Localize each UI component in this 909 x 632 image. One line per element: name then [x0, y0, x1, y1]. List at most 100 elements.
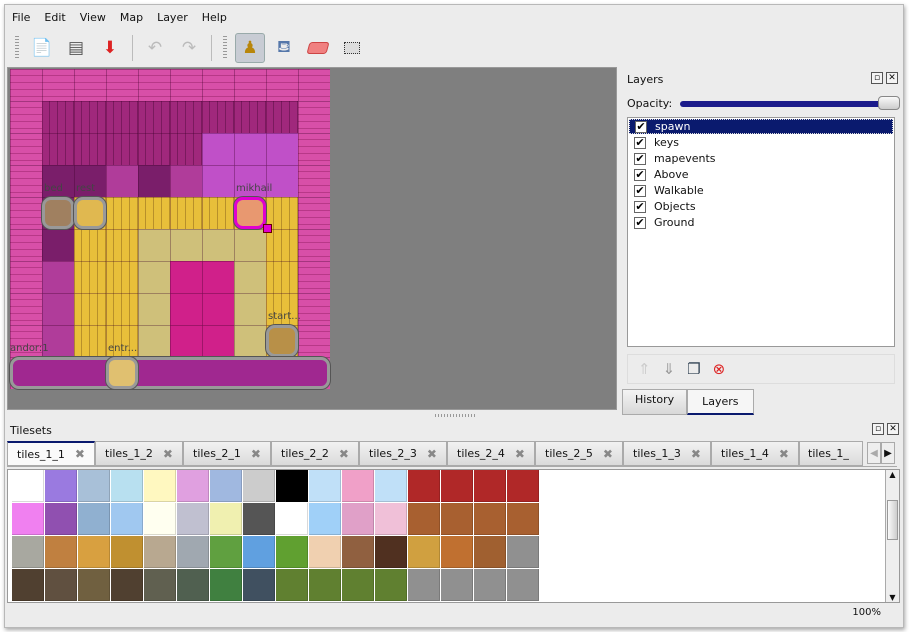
tileset-tile[interactable]: [144, 503, 176, 535]
tileset-tile[interactable]: [276, 569, 308, 601]
undo-icon[interactable]: ↶: [147, 38, 163, 58]
visibility-checkbox[interactable]: ✔: [634, 183, 646, 197]
tileset-tab[interactable]: tiles_2_1 ✖: [183, 441, 271, 466]
tileset-tile[interactable]: [78, 569, 110, 601]
tileset-tile[interactable]: [441, 470, 473, 502]
tileset-tile[interactable]: [111, 470, 143, 502]
tileset-tile[interactable]: [12, 536, 44, 568]
tileset-tile[interactable]: [144, 470, 176, 502]
tileset-tile[interactable]: [375, 503, 407, 535]
bucket-fill-icon[interactable]: ⛾: [277, 37, 291, 57]
stamp-brush-icon[interactable]: ♟: [235, 33, 265, 63]
tileset-tile[interactable]: [309, 569, 341, 601]
tileset-tile[interactable]: [243, 470, 275, 502]
tileset-tile[interactable]: [507, 536, 539, 568]
layer-row[interactable]: ✔ Ground: [629, 215, 893, 230]
tileset-view[interactable]: ▲ ▼: [7, 469, 900, 603]
tileset-scrollbar[interactable]: ▲ ▼: [885, 470, 899, 602]
menu-edit[interactable]: Edit: [44, 11, 66, 24]
visibility-checkbox[interactable]: ✔: [635, 119, 647, 133]
tileset-tile[interactable]: [474, 536, 506, 568]
tileset-tile[interactable]: [111, 503, 143, 535]
tileset-tile[interactable]: [474, 569, 506, 601]
opacity-slider[interactable]: [680, 95, 901, 110]
visibility-checkbox[interactable]: ✔: [634, 151, 646, 165]
tileset-tab[interactable]: tiles_1_2 ✖: [95, 441, 183, 466]
tileset-tile[interactable]: [375, 470, 407, 502]
scroll-down-icon[interactable]: ▼: [889, 593, 896, 602]
tileset-tile[interactable]: [12, 503, 44, 535]
visibility-checkbox[interactable]: ✔: [634, 199, 646, 213]
tileset-tile[interactable]: [276, 470, 308, 502]
map-canvas[interactable]: bed rest mikhail start... andor:1 entr...: [10, 69, 330, 389]
delete-layer-icon[interactable]: ⊗: [712, 360, 726, 378]
tileset-tile[interactable]: [408, 536, 440, 568]
resize-handle[interactable]: [263, 224, 272, 233]
tab-scroll-right-icon[interactable]: ▶: [881, 442, 895, 464]
tileset-tile[interactable]: [177, 536, 209, 568]
tileset-tab[interactable]: tiles_2_4 ✖: [447, 441, 535, 466]
map-object[interactable]: [74, 197, 106, 229]
tileset-tile[interactable]: [210, 503, 242, 535]
tab-scroll-left-icon[interactable]: ◀: [867, 442, 881, 464]
visibility-checkbox[interactable]: ✔: [634, 167, 646, 181]
tileset-tile[interactable]: [474, 503, 506, 535]
close-tab-icon[interactable]: ✖: [426, 446, 437, 461]
tileset-tile[interactable]: [45, 470, 77, 502]
float-icon[interactable]: ▫: [872, 423, 884, 435]
duplicate-layer-icon[interactable]: ❐: [687, 360, 701, 378]
tileset-tile[interactable]: [441, 536, 473, 568]
tileset-tab[interactable]: tiles_2_5 ✖: [535, 441, 623, 466]
scroll-up-icon[interactable]: ▲: [889, 470, 896, 479]
tileset-tile[interactable]: [276, 536, 308, 568]
close-tab-icon[interactable]: ✖: [250, 446, 261, 461]
map-object[interactable]: [266, 325, 298, 357]
tileset-tile[interactable]: [408, 470, 440, 502]
tileset-tile[interactable]: [243, 536, 275, 568]
tileset-tile[interactable]: [177, 503, 209, 535]
tileset-tile[interactable]: [144, 536, 176, 568]
map-object[interactable]: [234, 197, 266, 229]
menu-file[interactable]: File: [12, 11, 31, 24]
tileset-tile[interactable]: [408, 503, 440, 535]
tileset-tile[interactable]: [309, 503, 341, 535]
tileset-tile[interactable]: [309, 536, 341, 568]
save-icon[interactable]: ⬇: [102, 38, 118, 58]
tileset-tab[interactable]: tiles_1_4 ✖: [711, 441, 799, 466]
tileset-tile[interactable]: [78, 470, 110, 502]
layer-row[interactable]: ✔ mapevents: [629, 151, 893, 166]
tileset-tab[interactable]: tiles_1_: [799, 441, 863, 466]
tileset-tab[interactable]: tiles_2_2 ✖: [271, 441, 359, 466]
tileset-tab[interactable]: tiles_2_3 ✖: [359, 441, 447, 466]
tileset-tab[interactable]: tiles_1_3 ✖: [623, 441, 711, 466]
tileset-tile[interactable]: [342, 503, 374, 535]
map-view[interactable]: bed rest mikhail start... andor:1 entr...: [7, 67, 617, 410]
tileset-tile[interactable]: [276, 503, 308, 535]
tileset-tile[interactable]: [111, 569, 143, 601]
menu-help[interactable]: Help: [201, 11, 227, 24]
scrollbar-thumb[interactable]: [887, 500, 898, 540]
tileset-tile[interactable]: [45, 536, 77, 568]
tileset-tile[interactable]: [507, 470, 539, 502]
visibility-checkbox[interactable]: ✔: [634, 135, 646, 149]
tab-history[interactable]: History: [622, 389, 688, 415]
opacity-slider-handle[interactable]: [878, 95, 901, 110]
tileset-tile[interactable]: [111, 536, 143, 568]
tileset-tile[interactable]: [408, 569, 440, 601]
tileset-tile[interactable]: [441, 569, 473, 601]
tileset-tile[interactable]: [243, 503, 275, 535]
tileset-tile[interactable]: [45, 503, 77, 535]
tileset-tile[interactable]: [507, 503, 539, 535]
layer-row[interactable]: ✔ keys: [629, 135, 893, 150]
menu-view[interactable]: View: [79, 11, 106, 24]
close-tab-icon[interactable]: ✖: [338, 446, 349, 461]
tileset-tile[interactable]: [210, 569, 242, 601]
close-icon[interactable]: ✕: [886, 72, 898, 84]
tileset-tile[interactable]: [474, 470, 506, 502]
tileset-tile[interactable]: [12, 569, 44, 601]
tab-layers[interactable]: Layers: [687, 389, 754, 415]
layer-row[interactable]: ✔ Walkable: [629, 183, 893, 198]
float-icon[interactable]: ▫: [871, 72, 883, 84]
tileset-tile[interactable]: [342, 536, 374, 568]
tileset-tile[interactable]: [309, 470, 341, 502]
